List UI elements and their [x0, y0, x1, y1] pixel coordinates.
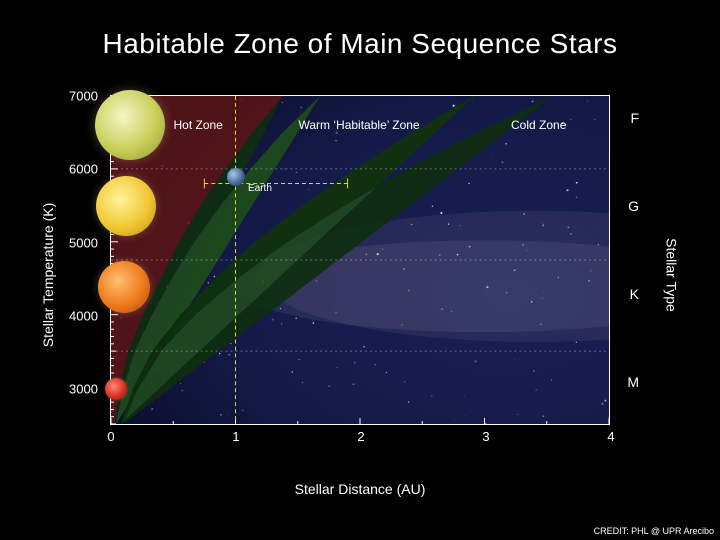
cold-zone-label: Cold Zone: [511, 118, 566, 132]
y-tick: 4000: [69, 309, 98, 324]
stellar-type-tick: F: [630, 110, 639, 126]
x-axis-label: Stellar Distance (AU): [295, 481, 426, 497]
y2-axis-label: Stellar Type: [664, 238, 680, 312]
y-tick: 3000: [69, 382, 98, 397]
habitable-zone-chart: 0123430004000500060007000FGKMHot ZoneWar…: [110, 95, 610, 455]
x-tick: 2: [357, 429, 364, 444]
earth-label: Earth: [248, 183, 272, 194]
star-icon: [105, 378, 127, 400]
x-tick: 0: [107, 429, 114, 444]
y-tick: 6000: [69, 162, 98, 177]
hot-zone-label: Hot Zone: [174, 118, 223, 132]
star-icon: [98, 261, 150, 313]
x-tick: 4: [607, 429, 614, 444]
y-tick: 7000: [69, 89, 98, 104]
stellar-type-tick: M: [627, 374, 639, 390]
plot-area: 0123430004000500060007000FGKMHot ZoneWar…: [110, 95, 610, 425]
x-tick: 3: [482, 429, 489, 444]
credit-text: CREDIT: PHL @ UPR Arecibo: [594, 526, 714, 536]
star-icon: [95, 90, 165, 160]
stellar-type-tick: K: [630, 286, 639, 302]
y-tick: 5000: [69, 235, 98, 250]
stellar-type-tick: G: [628, 198, 639, 214]
star-icon: [96, 176, 156, 236]
warm-zone-label: Warm ‘Habitable’ Zone: [299, 118, 420, 132]
plot-svg: [111, 96, 609, 424]
x-tick: 1: [232, 429, 239, 444]
earth-icon: [227, 168, 245, 186]
y-axis-label: Stellar Temperature (K): [40, 203, 56, 347]
page-title: Habitable Zone of Main Sequence Stars: [0, 0, 720, 60]
